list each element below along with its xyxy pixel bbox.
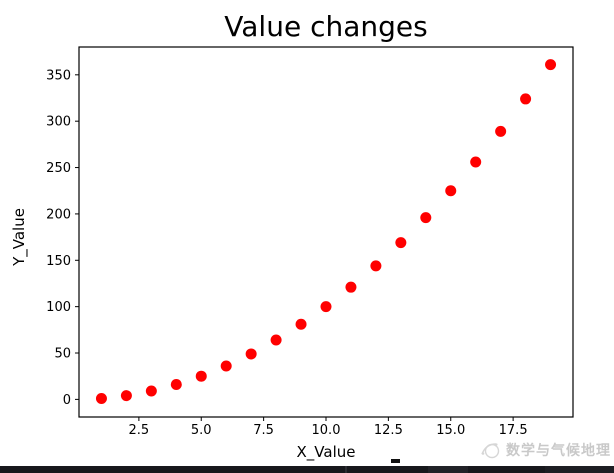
- y-tick-label: 300: [46, 115, 71, 130]
- data-point: [245, 348, 257, 360]
- plot-frame: [78, 46, 574, 418]
- data-point: [420, 212, 432, 224]
- x-tick-label: 10.0: [312, 423, 341, 438]
- y-tick-label: 200: [46, 207, 71, 222]
- watermark: 数学与气候地理: [480, 438, 611, 462]
- data-point: [95, 392, 107, 404]
- taskbar-segment: [428, 466, 468, 473]
- data-point: [345, 281, 357, 293]
- x-tick-label: 17.5: [499, 423, 528, 438]
- x-tick-label: 5.0: [191, 423, 212, 438]
- y-tick-label: 150: [46, 254, 71, 269]
- y-tick-label: 250: [46, 161, 71, 176]
- y-tick-label: 0: [63, 393, 71, 408]
- x-axis-label: X_Value: [297, 443, 356, 462]
- cursor-mark: [391, 459, 400, 463]
- globe-orbit-icon: [481, 443, 500, 459]
- x-tick-label: 7.5: [253, 423, 274, 438]
- data-point: [295, 318, 307, 330]
- data-point: [370, 260, 382, 272]
- x-tick-label: 12.5: [374, 423, 403, 438]
- data-point: [170, 379, 182, 391]
- data-point: [445, 185, 457, 197]
- y-axis-ticks: 0 50 100 150 200 250 300 350: [46, 68, 79, 408]
- data-point: [545, 59, 557, 71]
- data-point: [220, 360, 232, 372]
- data-point: [120, 390, 132, 402]
- x-axis-ticks: 2.5 5.0 7.5 10.0 12.5 15.0 17.5: [129, 417, 528, 438]
- chart-title: Value changes: [224, 10, 427, 43]
- data-point: [520, 93, 532, 105]
- data-point: [145, 385, 157, 397]
- y-axis-label: Y_Value: [10, 208, 29, 267]
- data-point: [495, 125, 507, 137]
- x-tick-label: 15.0: [436, 423, 465, 438]
- data-point: [195, 370, 207, 382]
- y-tick-label: 100: [46, 300, 71, 315]
- taskbar-divider: [345, 466, 347, 473]
- x-tick-label: 2.5: [129, 423, 150, 438]
- watermark-text: 数学与气候地理: [506, 443, 611, 459]
- data-point: [470, 156, 482, 168]
- data-point: [395, 237, 407, 249]
- y-tick-label: 350: [46, 68, 71, 83]
- bottom-taskbar-edge: [0, 466, 614, 473]
- data-points: [95, 59, 557, 404]
- data-point: [270, 334, 282, 346]
- y-tick-label: 50: [54, 347, 71, 362]
- data-point: [320, 301, 332, 313]
- taskbar-segment: [545, 466, 614, 473]
